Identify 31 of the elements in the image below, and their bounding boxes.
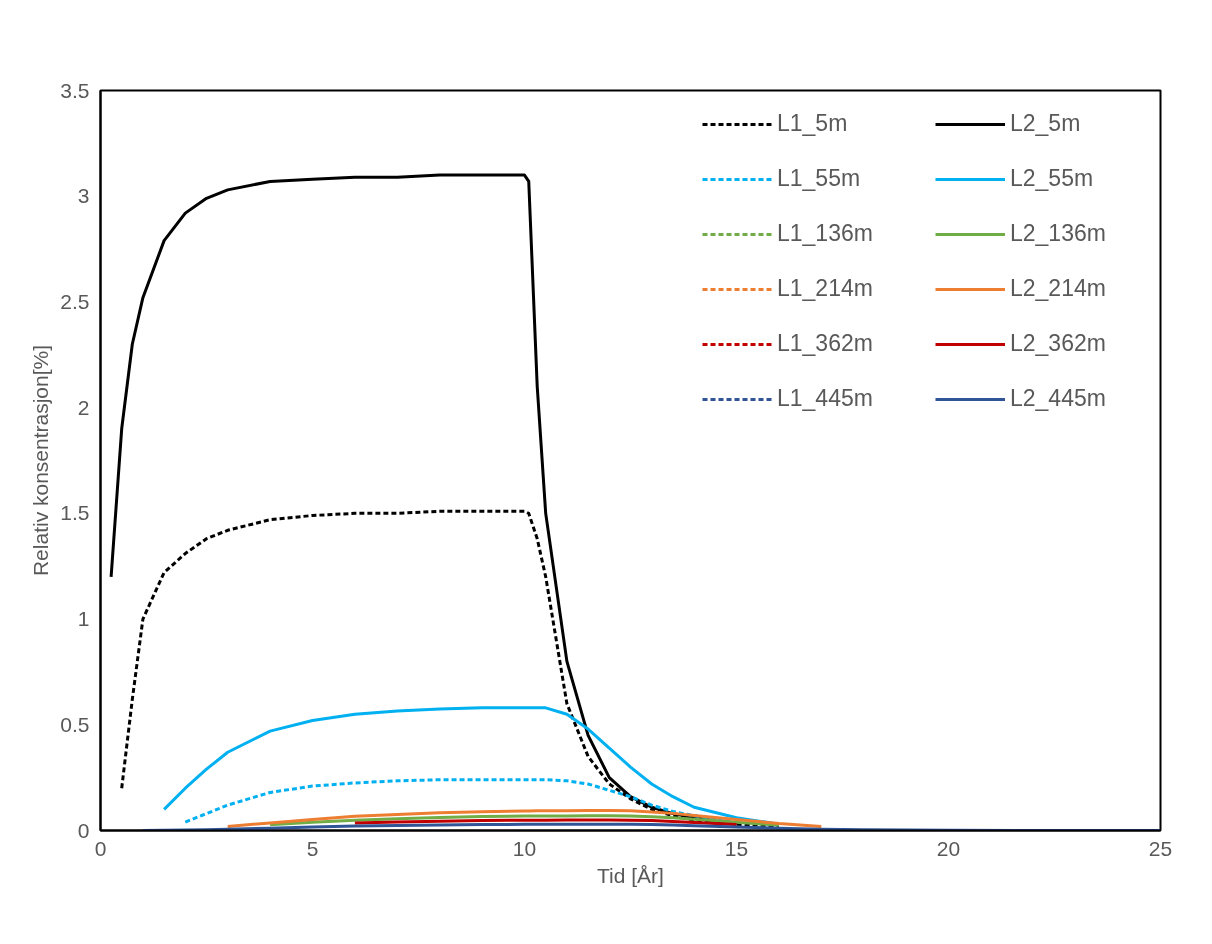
legend-label: L2_445m [1010, 385, 1107, 412]
x-tick-label: 0 [94, 836, 107, 860]
line-series [268, 814, 781, 827]
x-tick-label: 15 [724, 836, 749, 860]
legend-label: L1_5m [777, 110, 849, 137]
x-tick-label: 20 [936, 836, 961, 860]
y-tick-label: 1 [77, 607, 90, 631]
y-tick-label: 1.5 [60, 501, 90, 525]
legend-label: L1_55m [777, 165, 862, 192]
x-tick-label: 10 [512, 836, 537, 860]
y-tick-label: 0.5 [60, 712, 90, 736]
legend-label: L1_445m [777, 385, 874, 412]
y-tick-label: 2 [77, 395, 90, 419]
legend-label: L1_362m [777, 330, 874, 357]
x-tick-label: 25 [1148, 836, 1173, 860]
legend-label: L2_55m [1010, 165, 1095, 192]
y-tick-label: 0 [77, 818, 90, 842]
x-axis-title: Tid [År] [597, 863, 664, 887]
legend-label: L2_362m [1010, 330, 1107, 357]
legend-label: L1_214m [777, 275, 874, 302]
line-series [141, 822, 1161, 831]
x-tick-label: 5 [306, 836, 319, 860]
y-tick-label: 3 [77, 184, 90, 208]
y-tick-label: 3.5 [60, 78, 90, 102]
y-tick-label: 2.5 [60, 289, 90, 313]
legend-label: L1_136m [777, 220, 874, 247]
legend-label: L2_5m [1010, 110, 1082, 137]
line-series [226, 808, 823, 828]
y-axis-title: Relativ konsentrasjon[%] [29, 344, 53, 577]
legend-label: L2_136m [1010, 220, 1107, 247]
legend-label: L2_214m [1010, 275, 1107, 302]
